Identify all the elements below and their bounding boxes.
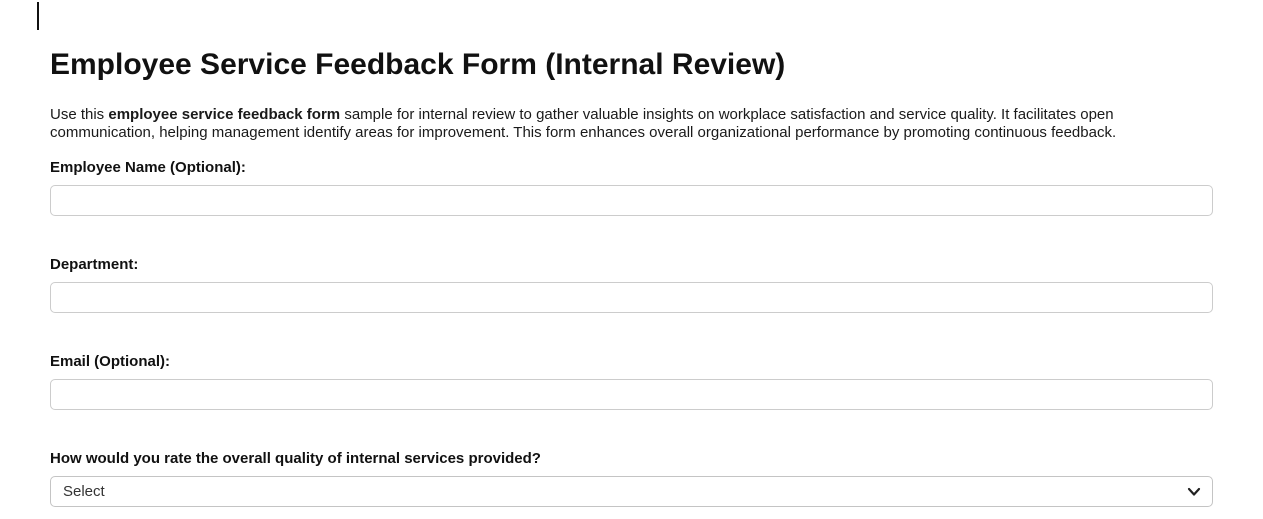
form-description: Use this employee service feedback form … — [50, 106, 1213, 141]
employee-name-label: Employee Name (Optional): — [50, 159, 246, 176]
page-title: Employee Service Feedback Form (Internal… — [50, 48, 786, 81]
service-quality-question-label: How would you rate the overall quality o… — [50, 450, 541, 467]
field-email: Email (Optional): — [50, 354, 1213, 410]
service-quality-select-wrap: Select — [50, 476, 1213, 507]
department-label: Department: — [50, 256, 139, 273]
form-page: Employee Service Feedback Form (Internal… — [50, 48, 1213, 507]
field-service-quality-rating: How would you rate the overall quality o… — [50, 451, 1213, 507]
department-input[interactable] — [50, 282, 1213, 313]
field-employee-name: Employee Name (Optional): — [50, 160, 1213, 216]
employee-name-input[interactable] — [50, 185, 1213, 216]
feedback-form: Employee Name (Optional): Department: Em… — [50, 160, 1213, 507]
text-cursor-caret — [37, 2, 39, 30]
email-field[interactable] — [50, 379, 1213, 410]
email-label: Email (Optional): — [50, 353, 170, 370]
description-text-start: Use this — [50, 106, 109, 123]
description-text-end: sample for internal review to gather val… — [50, 106, 1117, 141]
service-quality-select[interactable]: Select — [50, 476, 1213, 507]
field-department: Department: — [50, 257, 1213, 313]
description-text-bold: employee service feedback form — [108, 106, 341, 123]
